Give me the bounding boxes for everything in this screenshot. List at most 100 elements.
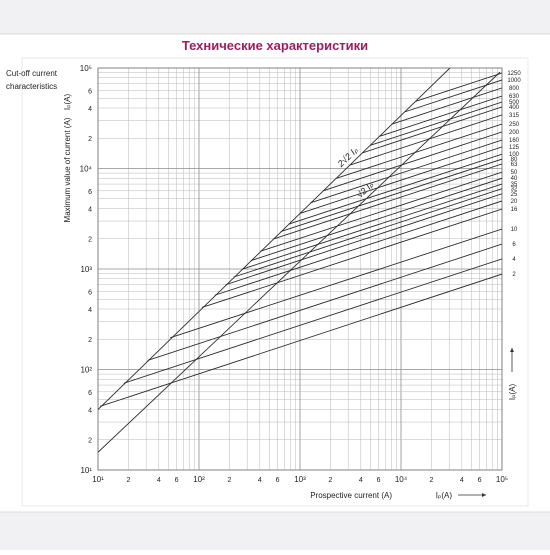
y-tick-label: 10² — [80, 366, 92, 375]
x-tick-label: 10³ — [294, 475, 306, 484]
legend-label: 125 — [509, 145, 520, 151]
x-tick-label: 10⁴ — [395, 475, 408, 484]
y-tick-label: 10⁴ — [80, 165, 93, 174]
x-tick-label: 6 — [276, 477, 280, 484]
rating-line — [322, 131, 502, 192]
x-axis-unit: Iₚ(A) — [436, 491, 453, 500]
legend-label: 250 — [509, 122, 520, 128]
legend-label: 35 — [511, 182, 518, 188]
y-tick-label: 2 — [88, 237, 92, 244]
rating-line — [392, 87, 502, 125]
legend-label: 10 — [511, 227, 518, 233]
y-tick-label: 10³ — [80, 265, 92, 274]
figure-frame — [21, 57, 529, 507]
rating-line — [362, 106, 502, 154]
legend-label: 1000 — [507, 78, 521, 84]
x-tick-label: 2 — [429, 477, 433, 484]
y-tick-label: 4 — [88, 307, 92, 314]
rating-line — [349, 114, 502, 166]
right-arrow-head — [510, 348, 514, 352]
x-tick-label: 10¹ — [92, 475, 104, 484]
right-axis-unit: Iₚ(A) — [508, 384, 517, 401]
rating-line — [370, 101, 502, 146]
legend-label: 16 — [511, 207, 518, 213]
x-tick-label: 2 — [227, 477, 231, 484]
rating-line — [379, 95, 502, 137]
rating-line — [404, 79, 502, 113]
rating-line — [147, 243, 502, 361]
y-tick-label: 4 — [88, 407, 92, 414]
envelope-line — [98, 71, 501, 453]
bottom-band — [0, 512, 550, 550]
x-axis-label: Prospective current (A) — [310, 491, 392, 500]
top-band — [0, 0, 550, 34]
y-axis-unit: Iₚ(A) — [63, 94, 72, 111]
legend-label: 500 — [509, 100, 520, 106]
envelope-label: 2√2 Iₚ — [335, 145, 360, 170]
rating-line — [288, 153, 502, 225]
x-tick-label: 6 — [175, 477, 179, 484]
x-arrow-head — [482, 493, 486, 497]
legend-label: 630 — [509, 94, 520, 100]
legend-label: 6 — [512, 242, 516, 248]
y-tick-label: 4 — [88, 106, 92, 113]
y-tick-label: 6 — [88, 390, 92, 397]
rating-line — [272, 163, 502, 240]
x-tick-label: 4 — [460, 477, 464, 484]
rating-line — [225, 193, 502, 286]
y-tick-label: 6 — [88, 88, 92, 95]
legend-label: 160 — [509, 138, 520, 144]
x-tick-label: 4 — [258, 477, 262, 484]
rating-line — [415, 72, 502, 102]
rating-line — [280, 158, 502, 232]
legend-label: 400 — [509, 105, 520, 111]
y-tick-label: 10⁵ — [80, 64, 92, 73]
legend-label: 20 — [511, 199, 518, 205]
x-tick-label: 2 — [328, 477, 332, 484]
x-tick-label: 10² — [193, 475, 205, 484]
legend-label: 200 — [509, 130, 520, 136]
x-tick-label: 4 — [359, 477, 363, 484]
rating-line — [214, 200, 502, 296]
rating-line — [201, 208, 502, 308]
legend-label: 40 — [511, 176, 518, 182]
legend-label: 4 — [512, 257, 516, 263]
y-tick-label: 10¹ — [80, 466, 92, 475]
rating-line — [335, 123, 502, 179]
y-tick-label: 6 — [88, 289, 92, 296]
side-label: characteristics — [6, 82, 57, 91]
legend-label: 800 — [509, 86, 520, 92]
rating-line — [250, 177, 502, 262]
legend-label: 80 — [511, 157, 518, 163]
legend-label: 50 — [511, 170, 518, 176]
legend-label: 25 — [511, 192, 518, 198]
legend-label: 32 — [511, 187, 518, 193]
rating-line — [241, 183, 502, 270]
rating-line — [260, 171, 502, 252]
y-tick-label: 2 — [88, 438, 92, 445]
legend-label: 63 — [511, 162, 518, 168]
rating-line — [299, 146, 502, 215]
y-tick-label: 4 — [88, 206, 92, 213]
legend-label: 2 — [512, 272, 516, 278]
x-tick-label: 10⁵ — [496, 475, 508, 484]
legend-label: 315 — [509, 113, 520, 119]
x-tick-label: 4 — [157, 477, 161, 484]
rating-line — [310, 139, 502, 204]
legend-label: 1250 — [507, 71, 521, 77]
rating-line — [123, 258, 502, 384]
x-tick-label: 6 — [478, 477, 482, 484]
x-tick-label: 6 — [377, 477, 381, 484]
legend-label: 100 — [509, 152, 520, 158]
y-axis-label: Maximum value of current (A) — [63, 117, 72, 222]
y-tick-label: 6 — [88, 189, 92, 196]
y-tick-label: 2 — [88, 136, 92, 143]
plot-frame — [97, 67, 503, 471]
x-tick-label: 2 — [126, 477, 130, 484]
y-tick-label: 2 — [88, 337, 92, 344]
rating-line — [233, 188, 502, 278]
side-label: Cut-off current — [6, 69, 58, 78]
rating-line — [170, 228, 502, 339]
rating-line — [99, 273, 502, 407]
